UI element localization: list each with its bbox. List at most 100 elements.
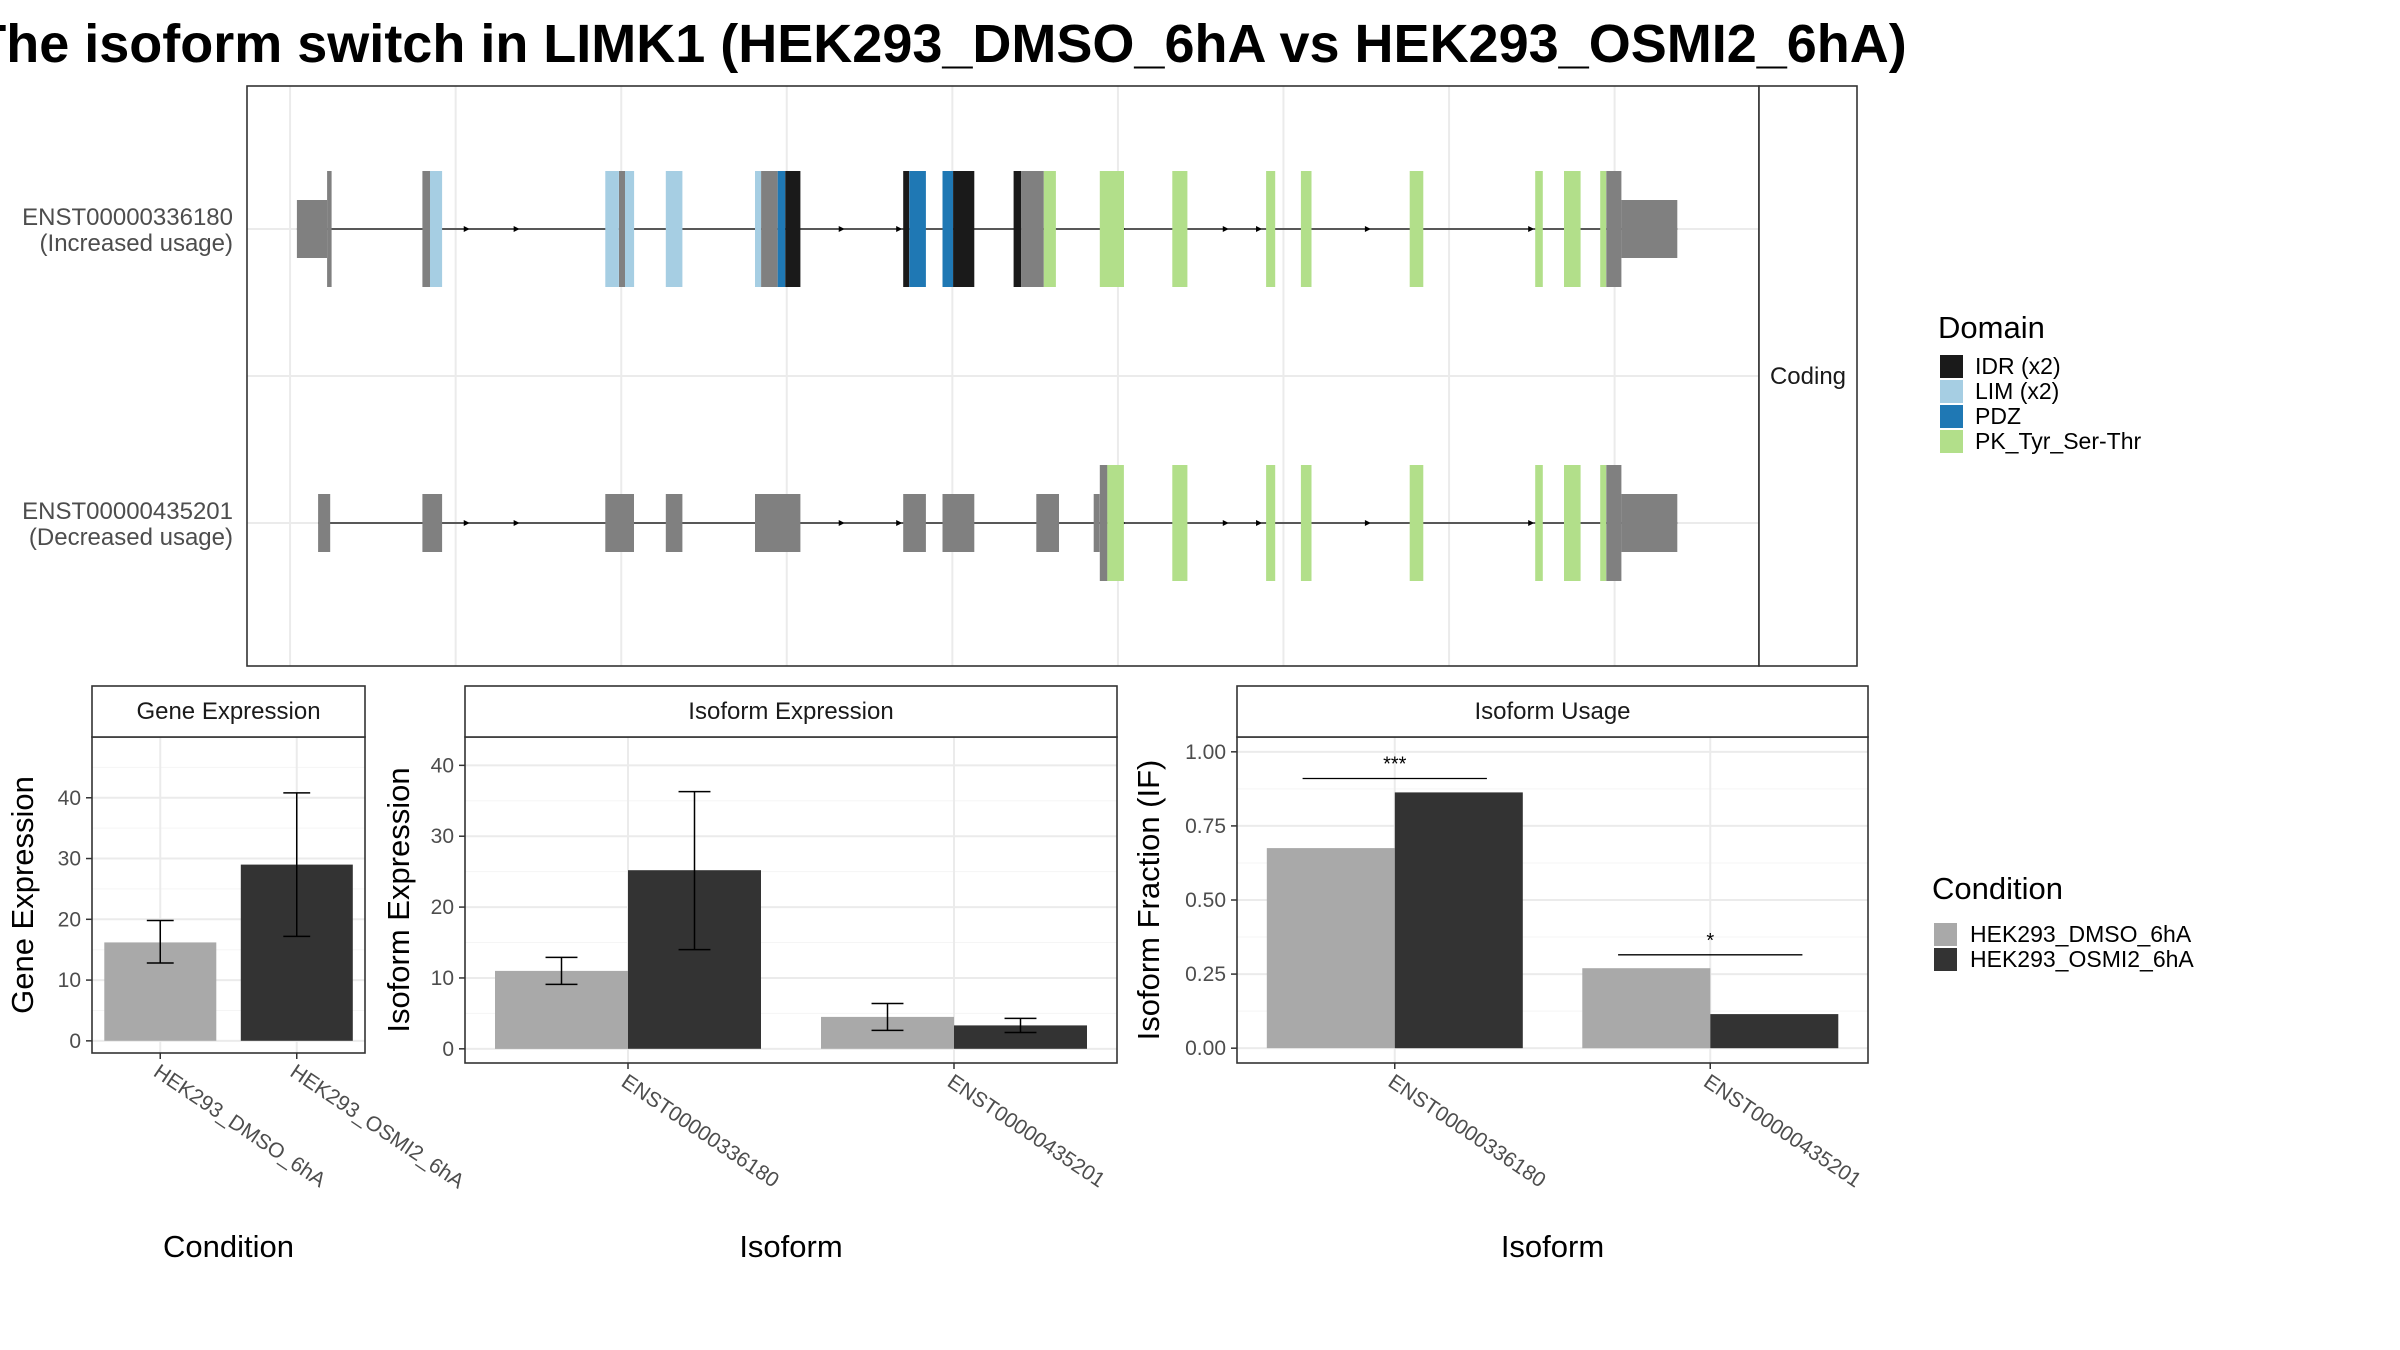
domain-legend-label: PK_Tyr_Ser-Thr <box>1975 428 2141 454</box>
condition-legend-item-hek293-osmi2-6ha: HEK293_OSMI2_6hA <box>1934 946 2194 972</box>
exon-block <box>665 494 683 552</box>
exon-block-lim-x2 <box>605 171 619 287</box>
exon-block-pk-tyr-ser-thr <box>1172 171 1188 287</box>
condition-legend-swatch <box>1934 923 1957 946</box>
facet-strip-coding <box>1758 85 1858 667</box>
exon-block-pk-tyr-ser-thr <box>1600 171 1607 287</box>
strand-arrow <box>838 520 845 526</box>
y-tick-label: 0 <box>69 1030 81 1053</box>
condition-legend-title: Condition <box>1932 871 2063 906</box>
facet-label: Isoform Usage <box>1474 698 1630 725</box>
y-tick-label: 20 <box>431 896 454 919</box>
strand-arrow <box>1222 520 1229 526</box>
strand-arrow <box>1364 520 1371 526</box>
exon-block-pk-tyr-ser-thr <box>1564 171 1581 287</box>
exon-block-lim-x2 <box>755 171 761 287</box>
transcript-enst00000435201 <box>318 465 1678 581</box>
y-tick-label: 0.25 <box>1185 963 1226 986</box>
strand-arrow <box>838 226 845 232</box>
condition-legend-label: HEK293_OSMI2_6hA <box>1970 946 2194 972</box>
exon-block <box>1021 171 1044 287</box>
exon-block <box>1099 465 1108 581</box>
strand-arrow <box>513 226 520 232</box>
strand-arrow <box>463 226 470 232</box>
y-tick-label: 10 <box>58 969 81 992</box>
y-tick-label: 1.00 <box>1185 741 1226 764</box>
strand-arrow <box>1528 520 1535 526</box>
domain-legend-swatch <box>1940 405 1963 428</box>
transcript-id-label: ENST00000435201 <box>22 498 233 525</box>
domain-legend-item-pk-tyr-ser-thr: PK_Tyr_Ser-Thr <box>1940 428 2141 454</box>
facet-label-coding: Coding <box>1770 363 1846 390</box>
domain-legend-item-idr-x2: IDR (x2) <box>1940 353 2061 379</box>
domain-legend-label: LIM (x2) <box>1975 378 2059 404</box>
y-axis-title: Isoform Expression <box>381 767 416 1032</box>
domain-legend-title: Domain <box>1938 310 2045 345</box>
exon-block-pk-tyr-ser-thr <box>1409 465 1424 581</box>
y-tick-label: 40 <box>58 787 81 810</box>
bar-enst00000336180-hek293-dmso-6ha <box>1266 848 1395 1049</box>
domain-legend-swatch <box>1940 430 1963 453</box>
exon-block <box>761 171 778 287</box>
exon-block-pdz <box>909 171 926 287</box>
condition-legend-label: HEK293_DMSO_6hA <box>1970 921 2192 947</box>
y-tick-label: 0 <box>442 1038 454 1061</box>
exon-block <box>422 171 430 287</box>
error-bar <box>678 790 711 951</box>
error-bar <box>283 792 311 938</box>
exon-block <box>327 171 332 287</box>
exon-block-idr-x2 <box>953 171 975 287</box>
strand-arrow <box>1364 226 1371 232</box>
exon-block-pk-tyr-ser-thr <box>1409 171 1424 287</box>
exon-block <box>903 494 926 552</box>
transcript-usage-label: (Decreased usage) <box>29 524 233 551</box>
significance-annotation: * <box>1618 930 1803 956</box>
exon-block <box>318 494 331 552</box>
strand-arrow <box>896 226 903 232</box>
exon-block-lim-x2 <box>430 171 443 287</box>
strand-arrow <box>1222 226 1229 232</box>
y-axis-title: Isoform Fraction (IF) <box>1131 760 1166 1041</box>
bar-enst00000435201-hek293-osmi2-6ha <box>1710 1014 1839 1049</box>
y-tick-label: 40 <box>431 754 454 777</box>
error-bar <box>545 956 578 986</box>
exon-block-idr-x2 <box>903 171 910 287</box>
domain-legend-swatch <box>1940 380 1963 403</box>
exon-block <box>1621 200 1678 258</box>
facet-strip <box>1236 685 1869 738</box>
y-tick-label: 20 <box>58 908 81 931</box>
condition-legend-item-hek293-dmso-6ha: HEK293_DMSO_6hA <box>1934 921 2192 947</box>
y-tick-label: 10 <box>431 967 454 990</box>
strand-arrow <box>896 520 903 526</box>
strand-arrow <box>513 520 520 526</box>
exon-block <box>1093 494 1100 552</box>
exon-block <box>942 494 975 552</box>
y-tick-label: 30 <box>58 848 81 871</box>
exon-block-pk-tyr-ser-thr <box>1172 465 1188 581</box>
bar-enst00000435201-hek293-osmi2-6ha <box>954 1025 1087 1049</box>
significance-label: *** <box>1383 753 1407 775</box>
domain-legend-swatch <box>1940 355 1963 378</box>
y-tick-label: 30 <box>431 825 454 848</box>
domain-legend-item-lim-x2: LIM (x2) <box>1940 378 2059 404</box>
condition-legend: Condition HEK293_DMSO_6hAHEK293_OSMI2_6h… <box>1932 871 2194 972</box>
facet-strip <box>464 685 1118 738</box>
strand-arrow <box>1256 520 1263 526</box>
exon-block <box>1606 171 1622 287</box>
exon-block-pk-tyr-ser-thr <box>1043 171 1056 287</box>
x-axis-title: Isoform <box>1501 1229 1604 1264</box>
exon-block <box>1036 494 1059 552</box>
y-axis-title: Gene Expression <box>5 776 40 1014</box>
facet-label: Isoform Expression <box>688 698 893 725</box>
exon-block-pk-tyr-ser-thr <box>1266 171 1276 287</box>
exon-block-pk-tyr-ser-thr <box>1535 465 1543 581</box>
y-tick-label: 0.75 <box>1185 815 1226 838</box>
figure-title: The isoform switch in LIMK1 (HEK293_DMSO… <box>0 14 1907 74</box>
exon-block-lim-x2 <box>665 171 683 287</box>
y-tick-label: 0.00 <box>1185 1037 1226 1060</box>
exon-block <box>755 494 801 552</box>
exon-block-pdz <box>942 171 954 287</box>
significance-label: * <box>1706 930 1714 952</box>
transcript-usage-label: (Increased usage) <box>40 230 233 257</box>
exon-block <box>619 171 625 287</box>
